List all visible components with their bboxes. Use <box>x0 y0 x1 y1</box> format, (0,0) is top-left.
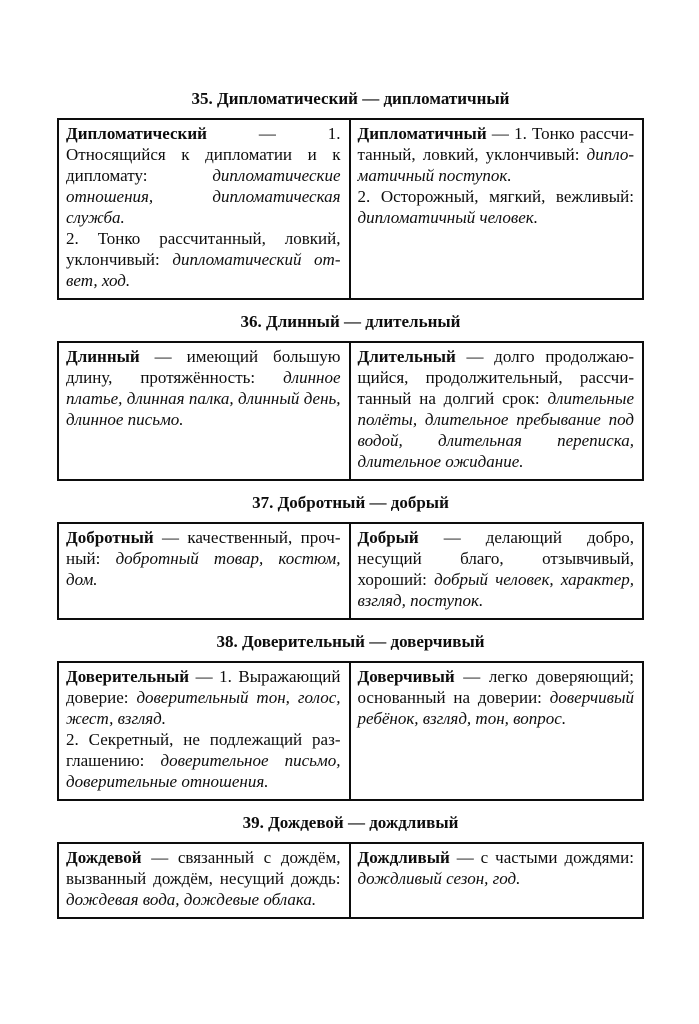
definition-table: Доверительный — 1. Выражающий доверие: д… <box>57 661 644 801</box>
definition-table: Дождевой — связанный с дождём, вызванный… <box>57 842 644 919</box>
definition-table: Дипломатический — 1. Относящийся к дипло… <box>57 118 644 300</box>
text-run: — связанный с дождём, вызванный дождём, … <box>66 848 341 888</box>
definition-cell-right: Дипломатичный — 1. Тонко рассчи­танный, … <box>351 120 643 298</box>
definition-cell-left: Дипломатический — 1. Относящийся к дипло… <box>59 120 351 298</box>
paronym-section: 37. Добротный — добрый Добротный — качес… <box>57 493 644 620</box>
paronym-section: 39. Дождевой — дождливый Дождевой — связ… <box>57 813 644 919</box>
text-run: — 1. Относящийся к дипломатии и к диплом… <box>66 124 341 185</box>
definition-paragraph: Длинный — имеющий большую дли­ну, протяж… <box>66 346 341 430</box>
paronym-section: 38. Доверительный — доверчивый Доверител… <box>57 632 644 801</box>
headword: Длительный <box>357 347 456 366</box>
text-run: 2. Осторожный, мягкий, вежливый: <box>357 187 635 206</box>
definition-cell-left: Доверительный — 1. Выражающий доверие: д… <box>59 663 351 799</box>
section-title: 37. Добротный — добрый <box>252 493 449 512</box>
text-run: — имеющий большую дли­ну, протяжённость: <box>66 347 341 387</box>
section-title: 35. Дипломатический — дипломатичный <box>191 89 510 108</box>
definition-paragraph: Добрый — делающий добро, несущий благо, … <box>358 527 635 611</box>
section-title: 39. Дождевой — дождливый <box>242 813 459 832</box>
example-text: дипломатический от­вет, ход. <box>66 250 341 290</box>
text-run: — делающий добро, несущий благо, отзывчи… <box>357 528 635 589</box>
text-run: 2. Секретный, не подлежащий раз­глашению… <box>66 730 341 770</box>
text-run: 2. Тонко рассчитанный, ловкий, уклончивы… <box>66 229 341 269</box>
definition-cell-right: Добрый — делающий добро, несущий благо, … <box>351 524 643 618</box>
definition-cell-left: Длинный — имеющий большую дли­ну, протяж… <box>59 343 351 479</box>
definition-paragraph: Дипломатичный — 1. Тонко рассчи­танный, … <box>358 123 635 186</box>
headword: Дипломатический <box>66 124 207 143</box>
example-text: дождливый сезон, год. <box>357 869 521 888</box>
definition-paragraph: Дождливый — с частыми дождями: дождливый… <box>358 847 635 889</box>
example-text: добротный товар, костюм, дом. <box>66 549 341 589</box>
headword: Добрый <box>357 528 419 547</box>
definition-paragraph: 2. Осторожный, мягкий, вежливый: диплома… <box>358 186 635 228</box>
text-run: — 1. Выражающий доверие: <box>66 667 341 707</box>
headword: Добротный <box>66 528 154 547</box>
dictionary-page: 35. Дипломатический — дипломатичный Дипл… <box>57 0 644 919</box>
definition-cell-right: Доверчивый — легко доверяющий; основанны… <box>351 663 643 799</box>
headword: Дипломатичный <box>357 124 487 143</box>
definition-paragraph: 2. Тонко рассчитанный, ловкий, уклончивы… <box>66 228 341 291</box>
definition-table: Добротный — качественный, проч­ный: добр… <box>57 522 644 620</box>
definition-paragraph: Дождевой — связанный с дождём, вызванный… <box>66 847 341 910</box>
definition-paragraph: Дипломатический — 1. Относящийся к дипло… <box>66 123 341 228</box>
section-title: 38. Доверительный — доверчивый <box>216 632 485 651</box>
text-run: — долго продолжаю­щийся, продолжительный… <box>357 347 635 408</box>
example-text: дипломатичный человек. <box>357 208 538 227</box>
example-text: доверительный тон, голос, жест, взгляд. <box>66 688 341 728</box>
headword: Доверительный <box>66 667 190 686</box>
example-text: добрый человек, характер, взгляд, поступ… <box>357 570 635 610</box>
text-run: — 1. Тонко рассчи­танный, ловкий, уклонч… <box>357 124 635 164</box>
headword: Дождевой <box>66 848 142 867</box>
headword: Дождливый <box>357 848 450 867</box>
example-text: дипло­матичный поступок. <box>357 145 635 185</box>
definition-paragraph: Длительный — долго продолжаю­щийся, прод… <box>358 346 635 472</box>
definition-cell-left: Добротный — качественный, проч­ный: добр… <box>59 524 351 618</box>
example-text: длинное платье, длинная палка, длинный д… <box>66 368 341 429</box>
example-text: доверчивый ребёнок, взгляд, тон, вопрос. <box>357 688 635 728</box>
definition-paragraph: Доверительный — 1. Выражающий доверие: д… <box>66 666 341 729</box>
definition-cell-right: Длительный — долго продолжаю­щийся, прод… <box>351 343 643 479</box>
text-run: — легко доверяющий; основанный на довери… <box>357 667 635 707</box>
definition-cell-left: Дождевой — связанный с дождём, вызванный… <box>59 844 351 917</box>
example-text: дипло­матические отношения, дипломати­че… <box>66 166 341 227</box>
definition-cell-right: Дождливый — с частыми дождями: дождливый… <box>351 844 643 917</box>
definition-paragraph: 2. Секретный, не подлежащий раз­глашению… <box>66 729 341 792</box>
example-text: дождевая вода, дождевые облака. <box>66 890 317 909</box>
definition-paragraph: Доверчивый — легко доверяющий; основанны… <box>358 666 635 729</box>
text-run: — с частыми дождями: <box>449 848 634 867</box>
definition-table: Длинный — имеющий большую дли­ну, протяж… <box>57 341 644 481</box>
headword: Доверчивый <box>357 667 455 686</box>
example-text: длительные полёты, длительное пребывание… <box>357 389 635 471</box>
paronym-section: 35. Дипломатический — дипломатичный Дипл… <box>57 89 644 300</box>
example-text: доверительное письмо, до­верительные отн… <box>66 751 341 791</box>
headword: Длинный <box>66 347 140 366</box>
definition-paragraph: Добротный — качественный, проч­ный: добр… <box>66 527 341 590</box>
section-title: 36. Длинный — длительный <box>240 312 461 331</box>
text-run: — качественный, проч­ный: <box>66 528 341 568</box>
paronym-section: 36. Длинный — длительный Длинный — имеющ… <box>57 312 644 481</box>
